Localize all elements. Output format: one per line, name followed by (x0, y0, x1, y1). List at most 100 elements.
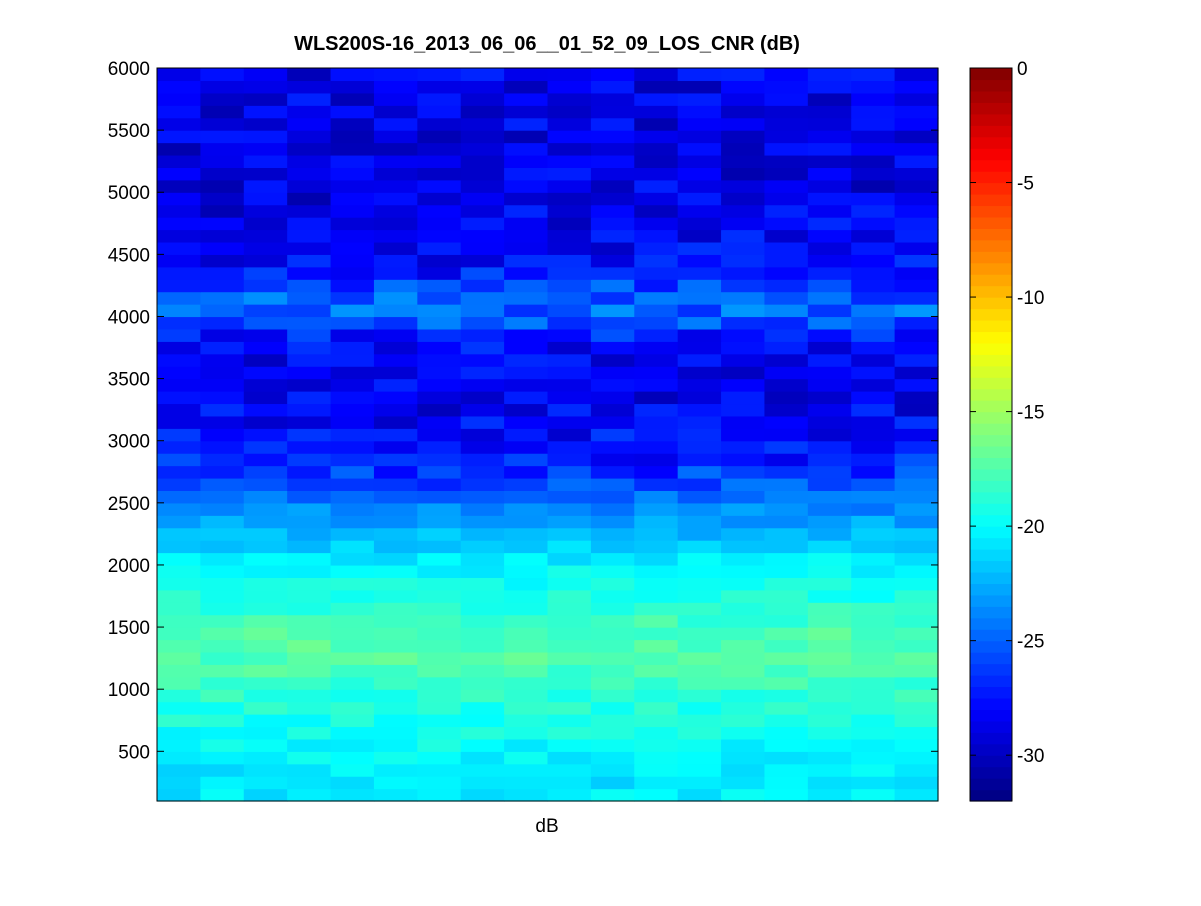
heatmap-cell (807, 726, 852, 740)
colorbar-band (970, 686, 1012, 699)
colorbar-band (970, 274, 1012, 287)
heatmap-cell (460, 403, 505, 417)
heatmap-cell (373, 664, 418, 678)
heatmap-cell (504, 428, 549, 442)
heatmap-cell (460, 651, 505, 665)
heatmap-cell (157, 776, 201, 790)
heatmap-cell (547, 117, 592, 131)
heatmap-cell (894, 577, 939, 591)
heatmap-cell (590, 316, 635, 330)
heatmap-cell (157, 403, 201, 417)
heatmap-cell (721, 167, 766, 181)
heatmap-cell (677, 751, 722, 765)
heatmap-cell (417, 204, 462, 218)
heatmap-cell (287, 142, 332, 156)
colorbar-band (970, 697, 1012, 710)
heatmap-cell (634, 664, 679, 678)
heatmap-cell (460, 602, 505, 616)
heatmap-cell (330, 167, 375, 181)
heatmap-cell (677, 105, 722, 119)
heatmap-cell (504, 68, 549, 82)
heatmap-cell (677, 266, 722, 280)
heatmap-cell (330, 80, 375, 94)
heatmap-cell (634, 627, 679, 641)
heatmap-cell (677, 254, 722, 268)
heatmap-cell (851, 204, 896, 218)
heatmap-cell (287, 676, 332, 690)
heatmap-cell (677, 428, 722, 442)
heatmap-cell (460, 477, 505, 491)
y-tick-label: 3500 (108, 370, 150, 391)
heatmap-cell (287, 490, 332, 504)
heatmap-cell (243, 353, 288, 367)
heatmap-cell (634, 577, 679, 591)
heatmap-cell (504, 776, 549, 790)
heatmap-cell (330, 540, 375, 554)
heatmap-cell (721, 564, 766, 578)
heatmap-cell (330, 229, 375, 243)
heatmap-cell (634, 776, 679, 790)
heatmap-cell (330, 279, 375, 293)
heatmap-cell (373, 217, 418, 231)
heatmap-cell (417, 751, 462, 765)
heatmap-cell (677, 378, 722, 392)
y-tick-label: 2500 (108, 494, 150, 515)
heatmap-cell (851, 105, 896, 119)
heatmap-cell (460, 391, 505, 405)
heatmap-cell (851, 391, 896, 405)
heatmap-cell (590, 105, 635, 119)
colorbar-band (970, 182, 1012, 195)
heatmap-cell (851, 639, 896, 653)
heatmap-cell (807, 751, 852, 765)
heatmap-cell (634, 602, 679, 616)
heatmap-cell (157, 366, 201, 380)
colorbar-band (970, 583, 1012, 596)
heatmap-cell (590, 614, 635, 628)
heatmap-cell (634, 465, 679, 479)
heatmap-cell (200, 204, 245, 218)
heatmap-cell (330, 714, 375, 728)
heatmap-cell (547, 353, 592, 367)
heatmap-cell (634, 714, 679, 728)
heatmap-cell (504, 415, 549, 429)
heatmap-cell (200, 142, 245, 156)
heatmap-cell (157, 763, 201, 777)
colorbar-band (970, 388, 1012, 401)
heatmap-cell (504, 577, 549, 591)
heatmap-cell (590, 80, 635, 94)
heatmap-cell (157, 341, 201, 355)
heatmap-cell (460, 217, 505, 231)
heatmap-cell (157, 92, 201, 106)
heatmap-cell (634, 241, 679, 255)
heatmap-cell (243, 204, 288, 218)
heatmap-cell (634, 68, 679, 82)
heatmap-cell (634, 204, 679, 218)
heatmap-cell (460, 366, 505, 380)
heatmap-cell (373, 788, 418, 802)
heatmap-cell (504, 502, 549, 516)
heatmap-cell (807, 788, 852, 802)
heatmap-cell (721, 726, 766, 740)
colorbar-band (970, 205, 1012, 218)
heatmap-cell (287, 117, 332, 131)
heatmap-cell (721, 403, 766, 417)
heatmap-cell (417, 726, 462, 740)
heatmap-cell (200, 179, 245, 193)
heatmap-cell (200, 751, 245, 765)
heatmap-cell (590, 788, 635, 802)
heatmap-cell (894, 589, 939, 603)
heatmap-cell (287, 788, 332, 802)
heatmap-cell (677, 192, 722, 206)
heatmap-cell (590, 502, 635, 516)
heatmap-cell (504, 204, 549, 218)
heatmap-cell (634, 552, 679, 566)
heatmap-cell (460, 241, 505, 255)
colorbar-band (970, 732, 1012, 745)
colorbar-band (970, 262, 1012, 275)
heatmap-cell (590, 241, 635, 255)
heatmap-cell (373, 651, 418, 665)
heatmap-cell (417, 304, 462, 318)
heatmap-cell (547, 552, 592, 566)
heatmap-cell (547, 154, 592, 168)
heatmap-cell (807, 415, 852, 429)
